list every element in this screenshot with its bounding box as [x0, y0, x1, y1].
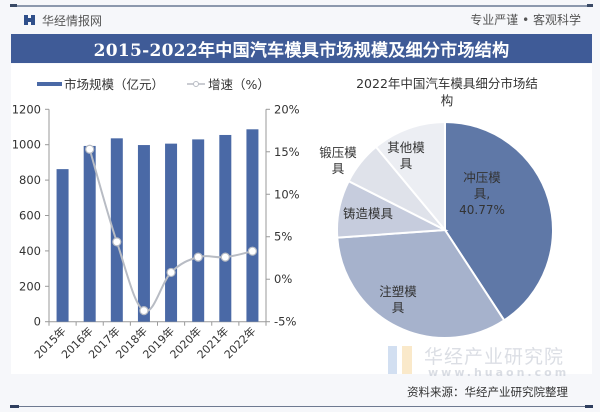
growth-rate-point-2017年	[112, 237, 122, 247]
left-axis-tick-label: 0	[34, 315, 41, 329]
left-axis-tick-label: 200	[19, 279, 41, 293]
growth-rate-point-2022年	[247, 246, 258, 256]
footer-rule	[10, 405, 592, 407]
chart-title: 2015-2022年中国汽车模具市场规模及细分市场结构	[93, 41, 510, 61]
legend-label-growth-rate: 增速（%）	[208, 77, 270, 92]
chart-title-bar: 2015-2022年中国汽车模具市场规模及细分市场结构	[11, 34, 592, 63]
growth-rate-point-2016年	[85, 144, 95, 154]
bar-2017年	[110, 138, 123, 322]
brand-name: 华经情报网	[42, 13, 103, 28]
header-rule-accent-left	[10, 4, 17, 7]
pie-title-line1: 2022年中国汽车模具细分市场结	[356, 76, 538, 91]
bar-line-chart: 市场规模（亿元） 增速（%） 0 200 400 600 800 1000 1200 -5% 0% 5…	[12, 77, 300, 361]
pie-label: 冲压模	[463, 170, 501, 185]
pie-slice-注塑模具	[336, 228, 506, 339]
bar-2022年	[246, 129, 259, 322]
left-axis-tick-label: 1000	[12, 138, 41, 152]
left-axis-tick-label: 400	[19, 244, 41, 258]
footer-rule-accent-right	[585, 404, 593, 408]
right-axis-tick-label: 5%	[274, 230, 292, 244]
legend-bar-swatch	[37, 82, 62, 86]
right-axis-tick-label: 0%	[274, 272, 292, 286]
pie-label: 其他模	[387, 140, 425, 155]
pie-slice-其他模具	[374, 120, 446, 233]
growth-rate-point-2021年	[220, 252, 230, 262]
pie-value-label: 40.77%	[459, 203, 505, 217]
watermark-logo-icon	[388, 346, 412, 374]
legend-line-marker	[193, 81, 199, 87]
pie-label-line2: 具	[392, 300, 405, 315]
right-axis-tick-label: 20%	[274, 102, 300, 116]
pie-label: 铸造模具	[343, 206, 394, 221]
bar-2019年	[165, 143, 178, 322]
slogan: 专业严谨 • 客观科学	[470, 13, 581, 27]
pie-title-line2: 构	[441, 93, 454, 108]
pie-label-line2: 具,	[474, 186, 490, 201]
left-axis-tick-label: 1200	[12, 102, 41, 116]
left-axis-tick-label: 800	[19, 173, 41, 187]
legend-label-market-size: 市场规模（亿元）	[64, 77, 164, 92]
pie-chart: 2022年中国汽车模具细分市场结构冲压模具,40.77%注塑模具铸造模具锻压模具…	[319, 76, 554, 339]
watermark: 华经产业研究院 www.huaon.com	[388, 340, 588, 380]
chart-panel: 市场规模（亿元） 增速（%） 0 200 400 600 800 1000 1200 -5% 0% 5…	[11, 64, 592, 374]
bar-2018年	[137, 145, 150, 322]
right-axis-tick-label: 10%	[274, 187, 300, 201]
pie-label: 注塑模	[379, 284, 417, 299]
footer-rule-accent-left	[10, 404, 19, 408]
data-source: 资料来源：华经产业研究院整理	[407, 385, 568, 399]
growth-rate-point-2020年	[193, 252, 203, 262]
right-axis-tick-label: 15%	[274, 145, 300, 159]
legend: 市场规模（亿元） 增速（%）	[37, 77, 270, 92]
pie-label-line2: 具	[332, 161, 345, 176]
bar-2021年	[219, 134, 232, 322]
bar-2020年	[192, 139, 205, 322]
header-rule	[10, 5, 592, 7]
bar-2015年	[56, 169, 69, 322]
growth-rate-point-2019年	[166, 267, 176, 278]
pie-label-line2: 具	[400, 156, 413, 171]
chart-canvas: 市场规模（亿元） 增速（%） 0 200 400 600 800 1000 1200 -5% 0% 5…	[12, 76, 554, 361]
right-axis-tick-label: -5%	[274, 315, 296, 329]
left-axis-tick-label: 600	[19, 209, 41, 223]
brand-logo-icon	[24, 15, 35, 25]
header-rule-accent-right	[587, 4, 593, 7]
pie-label: 锻压模	[319, 145, 357, 160]
brand: 华经情报网	[24, 11, 102, 29]
bar-2016年	[83, 145, 96, 322]
watermark-name: 华经产业研究院	[424, 346, 565, 368]
growth-rate-point-2018年	[139, 306, 149, 316]
watermark-url: www.huaon.com	[428, 366, 570, 379]
